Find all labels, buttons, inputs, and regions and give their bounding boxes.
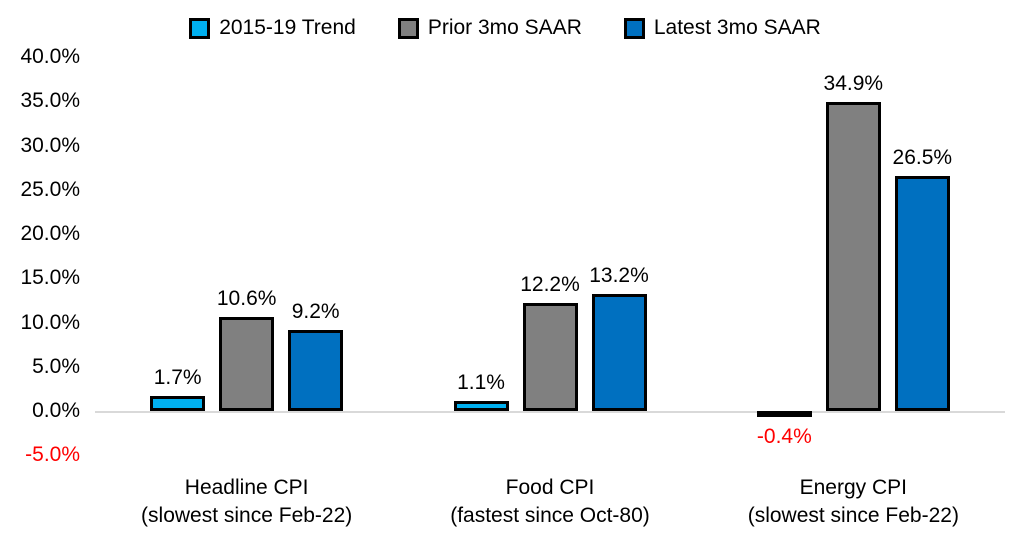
x-axis-category-label: Energy CPI (slowest since Feb-22) <box>693 474 1010 530</box>
legend-swatch-icon <box>623 17 645 39</box>
y-axis-tick-label: 0.0% <box>32 399 80 422</box>
category-name: Energy CPI <box>799 476 908 499</box>
y-axis-tick-label: 15.0% <box>20 266 80 290</box>
y-axis-tick-label: 10.0% <box>20 310 80 334</box>
bar-value-label: 1.7% <box>153 365 202 389</box>
legend-item-3: Latest 3mo SAAR <box>623 16 821 40</box>
x-axis-category-label: Food CPI (fastest since Oct-80) <box>390 474 710 530</box>
legend-item-1: 2015-19 Trend <box>189 16 356 40</box>
chart-legend: 2015-19 Trend Prior 3mo SAAR Latest 3mo SA… <box>0 16 1010 40</box>
y-axis-tick-label: 40.0% <box>20 45 80 68</box>
legend-swatch-icon <box>189 17 211 39</box>
bar-value-label: 13.2% <box>589 264 649 288</box>
y-axis-tick-label: 25.0% <box>20 177 80 201</box>
bar-value-label: 34.9% <box>823 72 884 96</box>
legend-label: Prior 3mo SAAR <box>427 16 582 39</box>
x-axis-line <box>95 411 1005 413</box>
y-axis-tick-label: 5.0% <box>32 354 80 378</box>
bar-food-cpi-series-2 <box>522 303 578 411</box>
bar-value-label: 12.2% <box>520 273 580 297</box>
category-name: Food CPI <box>505 476 595 499</box>
category-note: (slowest since Feb-22) <box>141 504 353 527</box>
bar-headline-cpi-series-3 <box>288 329 344 411</box>
bar-value-label: 9.2% <box>291 299 340 323</box>
category-note: (fastest since Oct-80) <box>450 504 650 527</box>
bar-value-label: -0.4% <box>756 425 812 448</box>
bar-value-label: 1.1% <box>457 371 505 395</box>
bar-energy-cpi-series-2 <box>825 102 881 411</box>
x-axis-category-label: Headline CPI (slowest since Feb-22) <box>87 474 407 530</box>
bar-headline-cpi-series-1 <box>150 395 206 411</box>
y-axis-tick-label: 35.0% <box>20 89 80 113</box>
bar-food-cpi-series-1 <box>453 401 509 411</box>
legend-swatch-icon <box>397 17 419 39</box>
bar-energy-cpi-series-3 <box>894 176 950 411</box>
y-axis-tick-label: 30.0% <box>20 133 80 157</box>
bar-value-label: 26.5% <box>892 146 953 170</box>
bar-food-cpi-series-3 <box>591 294 647 411</box>
y-axis-tick-label: 20.0% <box>20 222 80 245</box>
bar-energy-cpi-series-1 <box>756 411 812 417</box>
legend-item-2: Prior 3mo SAAR <box>397 16 582 40</box>
y-axis-tick-label: -5.0% <box>25 443 80 467</box>
legend-label: 2015-19 Trend <box>219 16 356 39</box>
category-note: (slowest since Feb-22) <box>747 504 959 527</box>
bar-headline-cpi-series-2 <box>219 317 275 411</box>
legend-label: Latest 3mo SAAR <box>653 16 821 39</box>
bar-value-label: 10.6% <box>216 287 277 311</box>
category-name: Headline CPI <box>184 476 309 499</box>
